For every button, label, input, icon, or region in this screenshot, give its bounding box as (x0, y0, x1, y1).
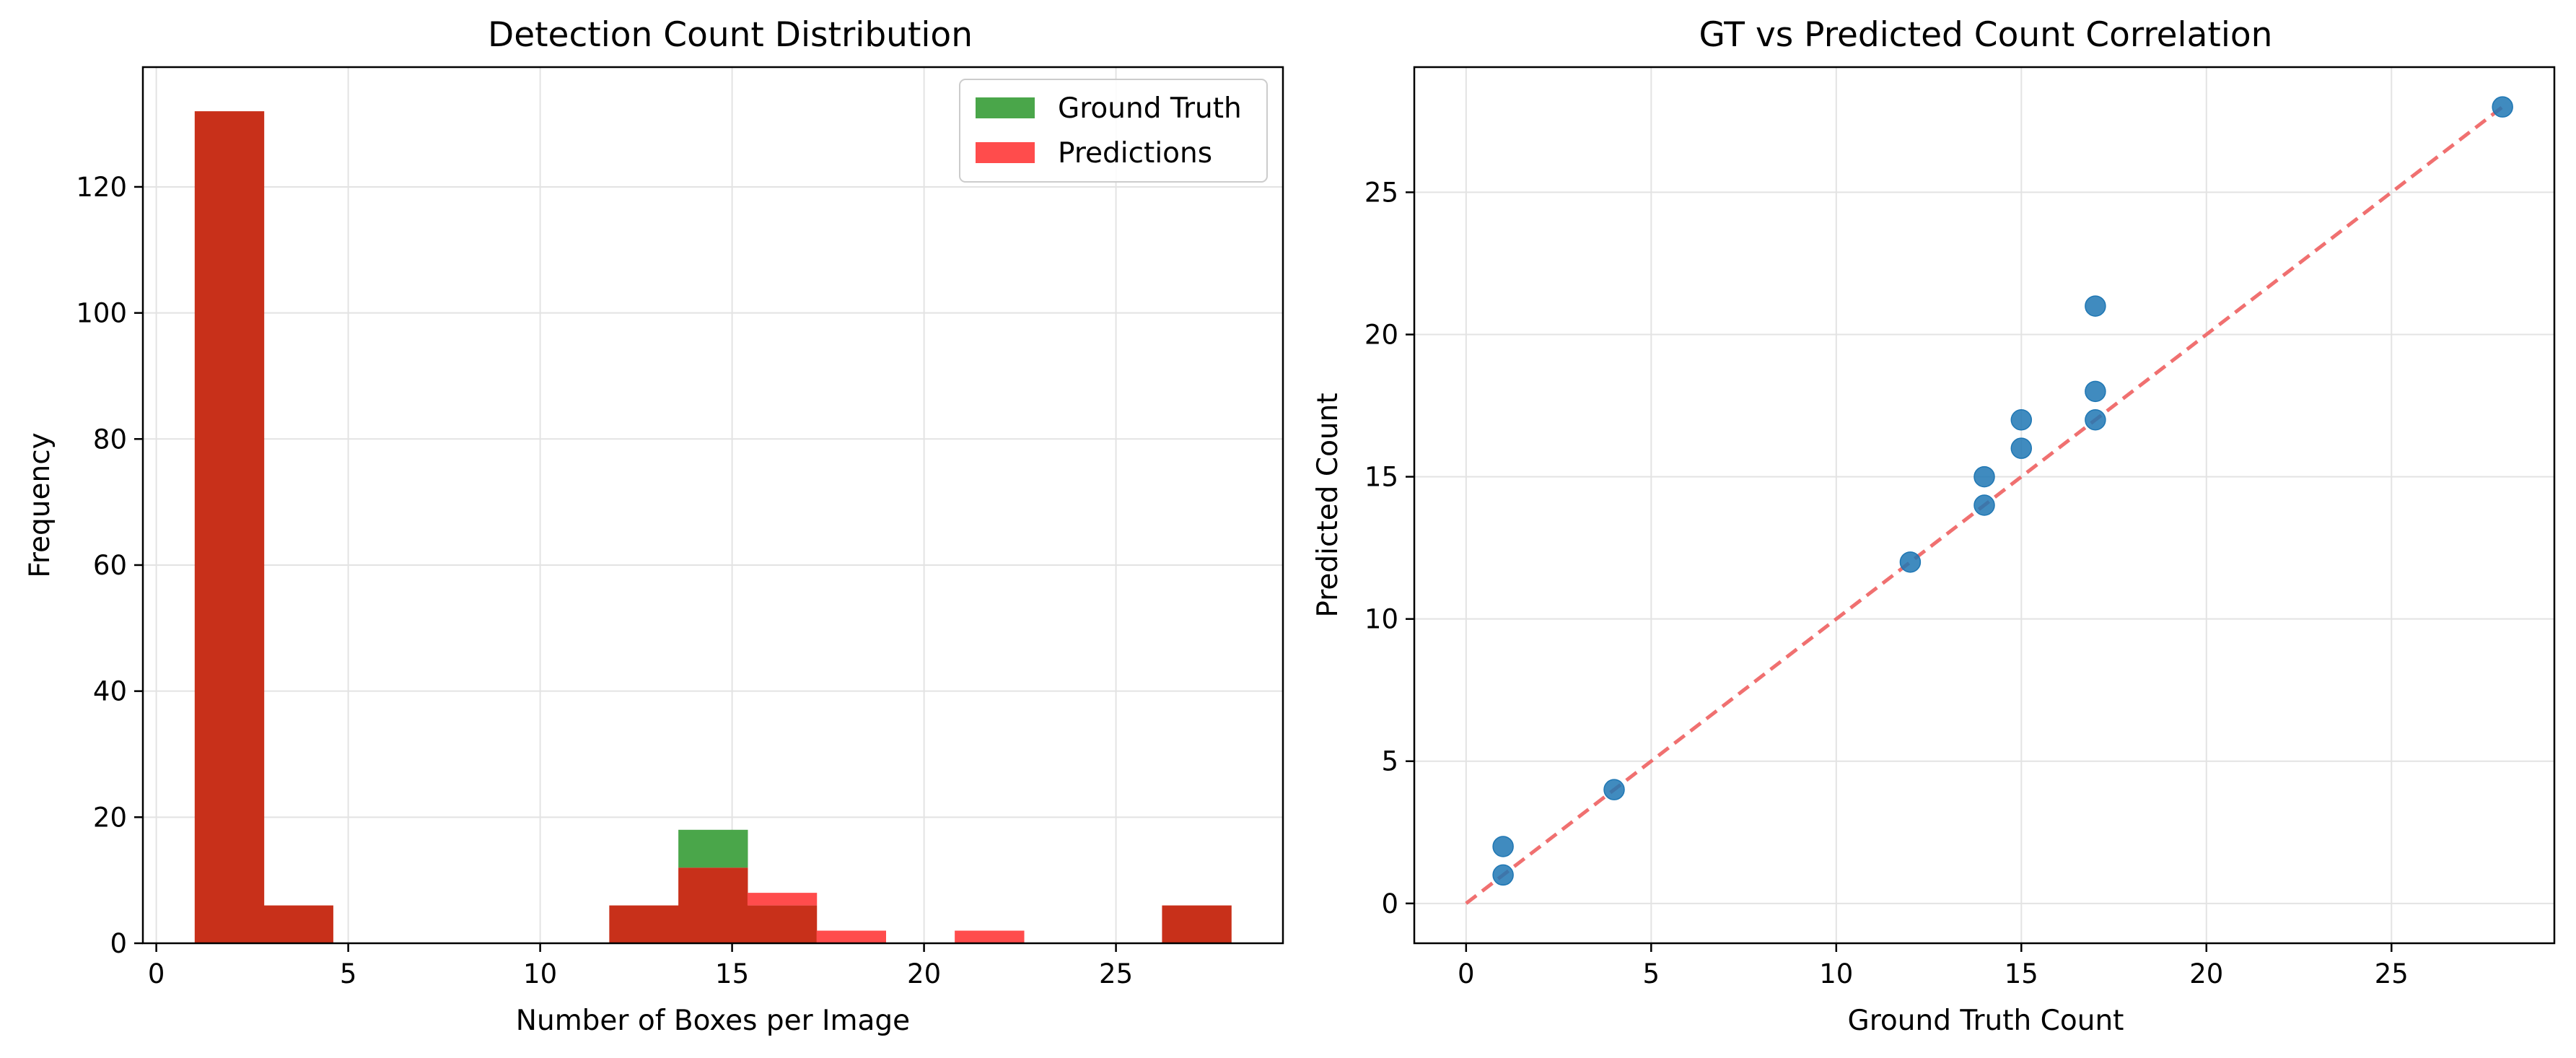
scatter-point (1900, 552, 1920, 572)
histogram-bar-overlap (748, 906, 817, 943)
histogram-bar-predictions (817, 931, 886, 943)
histogram-grid (143, 67, 1283, 943)
histogram-bar-overlap (195, 111, 264, 943)
scatter-point (2011, 410, 2031, 430)
histogram-bar-overlap (1162, 906, 1231, 943)
legend-swatch-ground-truth (976, 97, 1035, 118)
scatter-xlabel: Ground Truth Count (1848, 1005, 2124, 1037)
histogram-bar-ground-truth (678, 830, 748, 867)
y-tick-label: 25 (1364, 177, 1398, 208)
legend-swatch-predictions (976, 142, 1035, 163)
y-tick-label: 10 (1364, 604, 1398, 635)
scatter-point (2085, 381, 2106, 401)
histogram-bar-predictions (748, 893, 817, 905)
x-tick-label: 5 (1643, 958, 1660, 989)
scatter-point (1493, 865, 1513, 885)
histogram-bar-predictions (955, 931, 1024, 943)
x-tick-label: 0 (1458, 958, 1475, 989)
x-tick-label: 25 (1099, 958, 1133, 989)
histogram-ylabel: Frequency (24, 432, 56, 577)
x-tick-label: 20 (2189, 958, 2223, 989)
x-tick-label: 25 (2375, 958, 2409, 989)
y-tick-label: 20 (93, 802, 127, 833)
histogram-xlabel: Number of Boxes per Image (516, 1005, 910, 1037)
y-tick-label: 20 (1364, 320, 1398, 351)
x-tick-label: 0 (148, 958, 165, 989)
histogram-bar-overlap (609, 906, 678, 943)
legend-label-predictions: Predictions (1058, 137, 1212, 170)
x-tick-label: 10 (523, 958, 557, 989)
histogram-panel: Detection Count Distribution 0 5 10 15 20 25 0… (24, 15, 1283, 1037)
scatter-point (2085, 296, 2106, 316)
scatter-point (1974, 467, 1994, 487)
y-tick-label: 0 (1381, 888, 1398, 919)
y-tick-label: 60 (93, 550, 127, 581)
y-tick-label: 5 (1381, 746, 1398, 777)
histogram-bars (195, 111, 1232, 943)
y-tick-label: 100 (76, 298, 127, 329)
legend-label-ground-truth: Ground Truth (1058, 92, 1242, 125)
y-tick-label: 80 (93, 424, 127, 455)
scatter-panel: GT vs Predicted Count Correlation 0 5 10 15… (1312, 15, 2554, 1037)
x-tick-label: 5 (340, 958, 357, 989)
scatter-title: GT vs Predicted Count Correlation (1699, 15, 2273, 55)
histogram-bar-overlap (678, 867, 748, 943)
x-tick-label: 15 (715, 958, 749, 989)
y-tick-label: 15 (1364, 462, 1398, 493)
scatter-point (2085, 410, 2106, 430)
scatter-point (1604, 779, 1624, 800)
x-tick-label: 10 (1819, 958, 1853, 989)
scatter-point (2492, 97, 2513, 117)
y-tick-label: 120 (76, 172, 127, 203)
histogram-plot-frame (143, 67, 1283, 943)
scatter-point (1974, 495, 1994, 515)
y-tick-label: 40 (93, 676, 127, 707)
y-tick-label: 0 (110, 928, 127, 959)
histogram-legend: Ground Truth Predictions (960, 79, 1267, 182)
x-tick-label: 20 (907, 958, 941, 989)
scatter-point (2011, 438, 2031, 458)
histogram-bar-overlap (264, 906, 333, 943)
scatter-ylabel: Predicted Count (1312, 393, 1344, 617)
x-tick-label: 15 (2005, 958, 2038, 989)
scatter-point (1493, 836, 1513, 857)
histogram-title: Detection Count Distribution (488, 15, 973, 55)
